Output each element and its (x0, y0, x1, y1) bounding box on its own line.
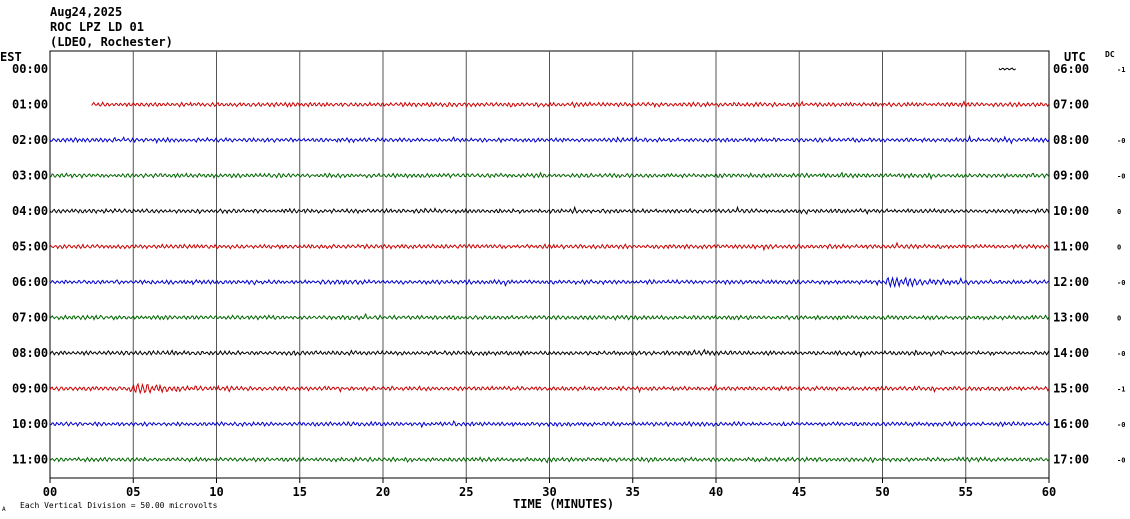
utc-hour-label: 06:00 (1053, 62, 1089, 76)
dc-offset-label: -0 (1117, 173, 1125, 181)
est-hour-label: 02:00 (12, 133, 48, 147)
x-tick-label-10: 10 (209, 485, 223, 499)
seismic-trace (49, 456, 1050, 464)
x-tick-label-60: 60 (1042, 485, 1056, 499)
traces (49, 67, 1050, 464)
est-hour-label: 00:00 (12, 62, 48, 76)
utc-hour-label: 16:00 (1053, 417, 1089, 431)
dc-offset-label: -1 (1117, 66, 1125, 74)
x-axis-title: TIME (MINUTES) (513, 497, 614, 511)
est-hour-label: 01:00 (12, 98, 48, 112)
utc-hour-label: 13:00 (1053, 311, 1089, 325)
station-label: ROC LPZ LD 01 (50, 20, 144, 34)
est-hour-label: 10:00 (12, 417, 48, 431)
dc-offset-label: 0 (1117, 315, 1121, 323)
x-tick-label-40: 40 (709, 485, 723, 499)
utc-hour-label: 09:00 (1053, 169, 1089, 183)
x-tick-label-55: 55 (959, 485, 973, 499)
x-axis: 00 05 10 15 20 25 30 35 40 45 50 55 60 (43, 478, 1056, 499)
est-hour-label: 07:00 (12, 311, 48, 325)
x-tick-label-05: 05 (126, 485, 140, 499)
dc-offset-label: -0 (1117, 137, 1125, 145)
dc-offset-label: -0 (1117, 279, 1125, 287)
dc-offset-label: 0 (1117, 208, 1121, 216)
date-label: Aug24,2025 (50, 5, 122, 19)
est-hour-label: 03:00 (12, 169, 48, 183)
scale-note: Each Vertical Division = 50.00 microvolt… (20, 501, 218, 510)
dc-offset-label: -0 (1117, 457, 1125, 465)
seismic-trace (49, 205, 1050, 216)
x-tick-label-35: 35 (626, 485, 640, 499)
dc-label: DC (1105, 50, 1115, 59)
dc-offset-label: -0 (1117, 350, 1125, 358)
seismic-trace (49, 276, 1050, 289)
x-tick-label-20: 20 (376, 485, 390, 499)
utc-hour-label: 07:00 (1053, 98, 1089, 112)
dc-offset-label: -1 (1117, 386, 1125, 394)
utc-hour-label: 08:00 (1053, 133, 1089, 147)
seismic-trace (998, 67, 1016, 71)
seismic-trace (49, 348, 1050, 359)
seismic-trace (49, 312, 1050, 322)
est-hour-label: 05:00 (12, 240, 48, 254)
network-label: (LDEO, Rochester) (50, 35, 173, 49)
gridlines (132, 51, 967, 478)
est-hour-label: 08:00 (12, 346, 48, 360)
est-label: EST (0, 50, 22, 64)
utc-hour-label: 11:00 (1053, 240, 1089, 254)
seismic-trace (49, 382, 1050, 395)
x-tick-label-25: 25 (459, 485, 473, 499)
utc-hour-label: 14:00 (1053, 346, 1089, 360)
utc-hour-label: 15:00 (1053, 382, 1089, 396)
seismic-trace (49, 420, 1050, 429)
x-tick-label-45: 45 (792, 485, 806, 499)
x-tick-label-15: 15 (293, 485, 307, 499)
seismic-trace (49, 171, 1050, 181)
est-hour-label: 06:00 (12, 275, 48, 289)
utc-hour-label: 17:00 (1053, 453, 1089, 467)
utc-hour-label: 10:00 (1053, 204, 1089, 218)
seismic-trace (49, 241, 1050, 252)
seismic-trace (49, 134, 1050, 145)
x-tick-label-50: 50 (875, 485, 889, 499)
x-tick-label-30: 30 (542, 485, 556, 499)
est-hour-label: 11:00 (12, 453, 48, 467)
corner-mark: A (2, 506, 6, 513)
row-labels: 00:00 06:00 -1 01:00 07:00 02:00 08:00 -0 03:00 0… (12, 62, 1125, 467)
dc-offset-label: 0 (1117, 244, 1121, 252)
dc-offset-label: -0 (1117, 421, 1125, 429)
utc-label: UTC (1064, 50, 1086, 64)
utc-hour-label: 12:00 (1053, 275, 1089, 289)
est-hour-label: 04:00 (12, 204, 48, 218)
est-hour-label: 09:00 (12, 382, 48, 396)
seismic-trace (91, 100, 1050, 109)
x-tick-label-00: 00 (43, 485, 57, 499)
